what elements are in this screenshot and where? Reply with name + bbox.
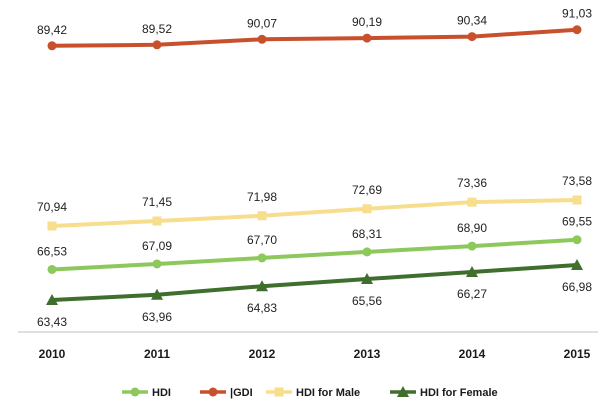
legend-marker [130, 387, 140, 397]
legend-marker [208, 387, 218, 397]
data-point [361, 273, 373, 285]
data-point [47, 41, 57, 51]
data-point [572, 25, 582, 35]
legend-marker [397, 386, 409, 397]
data-point [152, 40, 162, 50]
data-label: 66,27 [457, 287, 487, 301]
legend-label: HDI [152, 387, 171, 399]
data-label: 63,43 [37, 315, 67, 329]
series-line [50, 263, 579, 302]
data-point [257, 253, 267, 263]
data-point [572, 195, 582, 205]
data-label: 68,90 [457, 221, 487, 235]
series-line [50, 198, 579, 229]
x-tick-label: 2014 [459, 347, 486, 361]
data-label: 90,19 [352, 15, 382, 29]
data-point [46, 294, 58, 305]
data-point [257, 34, 267, 44]
data-point [152, 259, 162, 269]
data-point [152, 216, 162, 226]
x-tick-label: 2015 [564, 347, 591, 361]
data-point [47, 264, 57, 274]
data-label: 70,94 [37, 200, 67, 214]
data-label: 64,83 [247, 301, 277, 315]
x-tick-label: 2012 [249, 347, 276, 361]
legend-label: |GDI [230, 387, 253, 399]
data-label: 69,55 [562, 215, 592, 229]
data-label: 72,69 [352, 183, 382, 197]
data-point [362, 247, 372, 257]
data-label: 68,31 [352, 227, 382, 241]
data-label: 65,56 [352, 294, 382, 308]
data-label: 66,98 [562, 280, 592, 294]
data-label: 89,42 [37, 23, 67, 37]
data-label: 66,53 [37, 244, 67, 258]
data-label: 90,07 [247, 16, 277, 30]
legend-marker [274, 387, 284, 397]
series-line [50, 237, 579, 272]
data-label: 71,45 [142, 195, 172, 209]
data-point [467, 241, 477, 251]
x-tick-label: 2013 [354, 347, 381, 361]
data-point [362, 204, 372, 214]
data-point [257, 211, 267, 221]
data-label: 73,58 [562, 174, 592, 188]
legend-label: HDI for Female [420, 387, 498, 399]
x-tick-label: 2010 [39, 347, 66, 361]
data-point [362, 33, 372, 43]
data-label: 63,96 [142, 310, 172, 324]
data-label: 67,70 [247, 233, 277, 247]
data-label: 73,36 [457, 176, 487, 190]
data-point [466, 266, 478, 278]
data-label: 71,98 [247, 190, 277, 204]
data-point [256, 280, 268, 292]
data-label: 91,03 [562, 7, 592, 21]
data-label: 90,34 [457, 14, 487, 28]
data-point [151, 288, 163, 300]
data-point [571, 259, 583, 271]
data-point [467, 32, 477, 42]
legend-label: HDI for Male [296, 387, 360, 399]
series-line [50, 27, 579, 48]
x-tick-label: 2011 [144, 347, 170, 361]
data-label: 89,52 [142, 22, 172, 36]
data-label: 67,09 [142, 239, 172, 253]
data-point [572, 235, 582, 245]
data-point [47, 221, 57, 231]
data-point [467, 197, 477, 207]
